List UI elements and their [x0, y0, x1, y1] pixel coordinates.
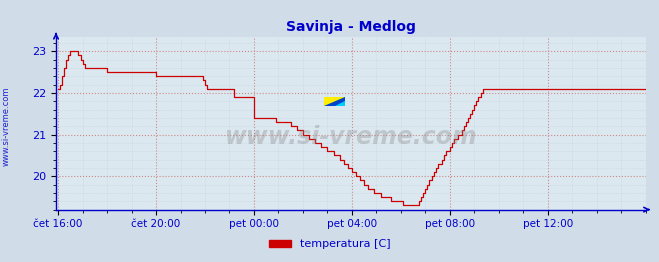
- Text: www.si-vreme.com: www.si-vreme.com: [225, 125, 477, 149]
- Polygon shape: [335, 101, 345, 106]
- Text: www.si-vreme.com: www.si-vreme.com: [2, 86, 11, 166]
- Legend: temperatura [C]: temperatura [C]: [264, 235, 395, 254]
- Polygon shape: [324, 97, 345, 106]
- Title: Savinja - Medlog: Savinja - Medlog: [286, 20, 416, 34]
- Polygon shape: [324, 97, 345, 106]
